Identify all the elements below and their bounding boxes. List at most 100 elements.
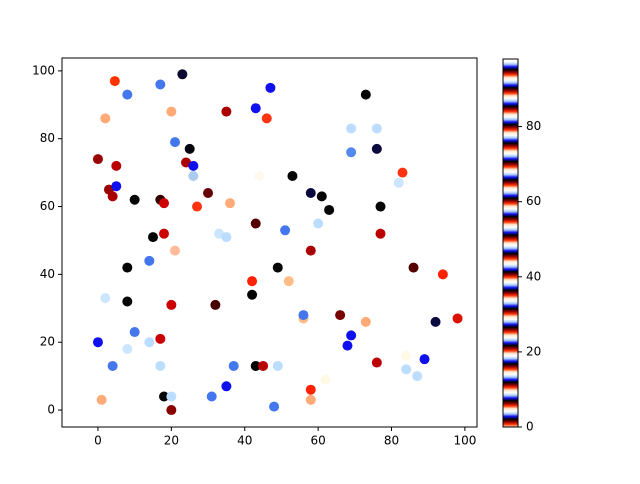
scatter-point [166, 391, 177, 402]
scatter-point [159, 198, 170, 209]
scatter-point [107, 360, 118, 371]
scatter-point [316, 191, 327, 202]
scatter-point [401, 364, 412, 375]
scatter-point [430, 316, 441, 327]
scatter-point [155, 333, 166, 344]
scatter-point [375, 201, 386, 212]
scatter-point [313, 218, 324, 229]
scatter-point [144, 337, 155, 348]
scatter-point [397, 167, 408, 178]
scatter-point [184, 143, 195, 154]
scatter-point [170, 245, 181, 256]
scatter-point [122, 343, 133, 354]
scatter-point [261, 113, 272, 124]
scatter-point [371, 123, 382, 134]
scatter-point [419, 354, 430, 365]
scatter-point [228, 360, 239, 371]
scatter-point [111, 160, 122, 171]
scatter-point [258, 360, 269, 371]
scatter-point [346, 123, 357, 134]
y-tick-label: 80 [40, 131, 55, 145]
scatter-point [177, 69, 188, 80]
scatter-point [129, 327, 140, 338]
scatter-point [393, 177, 404, 188]
scatter-point [122, 262, 133, 273]
scatter-point [188, 171, 199, 182]
scatter-point [144, 255, 155, 266]
colorbar-tick-label: 60 [526, 194, 541, 208]
scatter-point [159, 391, 170, 402]
scatter-point [342, 340, 353, 351]
scatter-point [100, 293, 111, 304]
scatter-point [166, 106, 177, 117]
scatter-point [360, 89, 371, 100]
scatter-point [272, 360, 283, 371]
scatter-point [408, 262, 419, 273]
scatter-point [155, 360, 166, 371]
scatter-point [159, 228, 170, 239]
scatter-point [221, 232, 232, 243]
y-tick-label: 60 [40, 199, 55, 213]
y-tick-label: 0 [47, 403, 55, 417]
scatter-point [287, 171, 298, 182]
scatter-point [225, 198, 236, 209]
scatter-point [360, 316, 371, 327]
scatter-point [452, 313, 463, 324]
scatter-point [170, 137, 181, 148]
scatter-point [401, 350, 412, 361]
scatter-point [280, 225, 291, 236]
scatter-point [371, 357, 382, 368]
scatter-point [100, 113, 111, 124]
scatter-point [250, 103, 261, 114]
scatter-point [122, 89, 133, 100]
scatter-point [254, 171, 265, 182]
scatter-point [375, 228, 386, 239]
scatter-point [324, 204, 335, 215]
scatter-point [298, 310, 309, 321]
scatter-point [92, 154, 103, 165]
scatter-point [206, 391, 217, 402]
colorbar-tick-label: 20 [526, 344, 541, 358]
scatter-point [269, 401, 280, 412]
y-tick-label: 40 [40, 267, 55, 281]
scatter-point [111, 181, 122, 192]
x-tick-label: 40 [237, 434, 252, 448]
scatter-point [305, 394, 316, 405]
scatter-point [192, 201, 203, 212]
colorbar-tick-label: 40 [526, 269, 541, 283]
scatter-point [247, 289, 258, 300]
scatter-point [203, 187, 214, 198]
y-tick-label: 20 [40, 335, 55, 349]
scatter-point [221, 106, 232, 117]
scatter-point [265, 82, 276, 93]
scatter-point [412, 371, 423, 382]
scatter-point [188, 160, 199, 171]
scatter-point [437, 269, 448, 280]
x-tick-label: 60 [310, 434, 325, 448]
colorbar [502, 58, 519, 428]
scatter-point [346, 147, 357, 158]
scatter-point [92, 337, 103, 348]
scatter-point [147, 232, 158, 243]
x-tick-label: 20 [164, 434, 179, 448]
scatter-point [96, 394, 107, 405]
scatter-point [109, 76, 120, 87]
x-tick-label: 80 [384, 434, 399, 448]
scatter-point [346, 330, 357, 341]
scatter-point [250, 360, 261, 371]
scatter-point [305, 384, 316, 395]
colorbar-tick-label: 80 [526, 119, 541, 133]
scatter-point [371, 143, 382, 154]
scatter-point [221, 381, 232, 392]
scatter-point [129, 194, 140, 205]
scatter-point [155, 79, 166, 90]
scatter-point [107, 191, 118, 202]
scatter-point [305, 245, 316, 256]
scatter-point [335, 310, 346, 321]
scatter-point [210, 299, 221, 310]
x-tick-label: 100 [453, 434, 476, 448]
scatter-point [283, 276, 294, 287]
scatter-point [250, 218, 261, 229]
scatter-point [122, 296, 133, 307]
